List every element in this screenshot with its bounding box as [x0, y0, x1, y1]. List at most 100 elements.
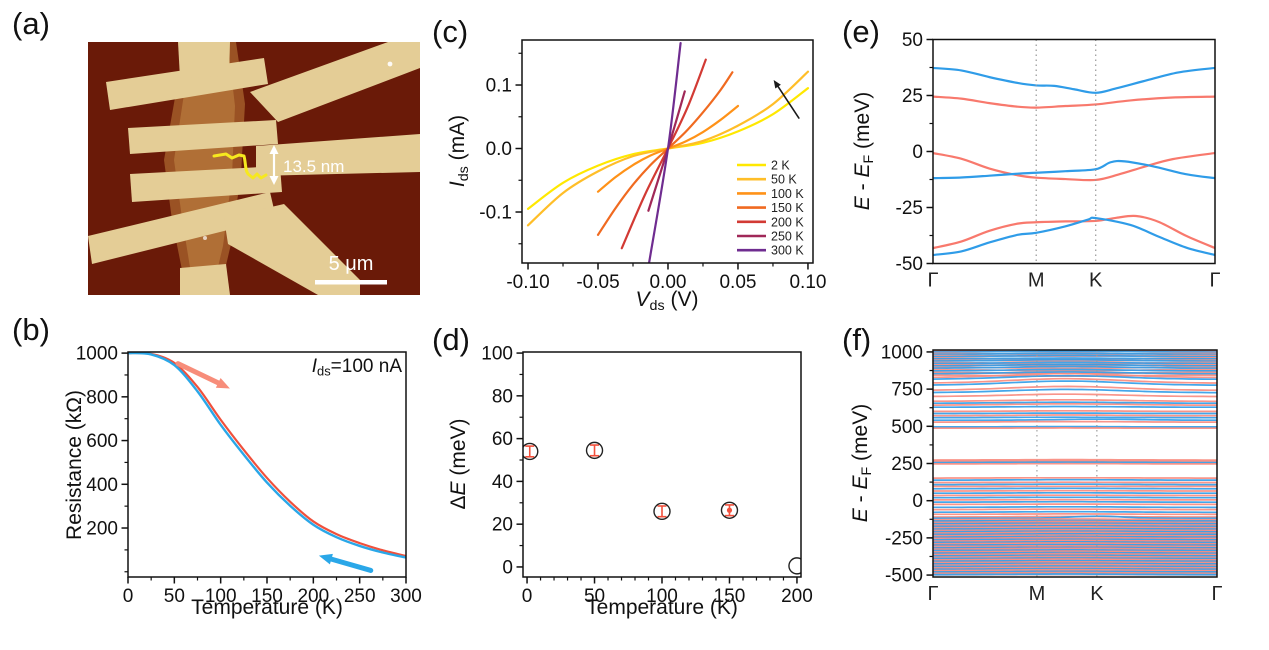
d-x-axis-title: Temperature (K) [586, 596, 738, 619]
height-annotation: 13.5 nm [283, 157, 344, 176]
band-line [933, 505, 1217, 509]
k-point-label: K [1089, 270, 1103, 292]
axis-box [932, 349, 1218, 578]
b-current-annotation: Ids=100 nA [246, 356, 402, 379]
band-line [933, 526, 1217, 529]
band-line [933, 563, 1217, 567]
k-point-label: Γ [927, 583, 938, 605]
y-tick-label: 0 [502, 557, 513, 578]
band-line [933, 523, 1217, 526]
band-line [933, 500, 1217, 504]
axis-box [127, 351, 407, 578]
band-line [933, 352, 1217, 356]
band-line [933, 350, 1217, 353]
band-line [933, 538, 1217, 541]
label-segment: ds [649, 297, 665, 314]
label-segment: E [849, 475, 873, 490]
band-line [933, 549, 1217, 552]
band-line [933, 555, 1217, 559]
y-tick-label: 40 [492, 472, 513, 493]
data-point-circle [720, 501, 739, 519]
band-line [933, 365, 1217, 370]
y-tick-label: -500 [885, 566, 923, 587]
band-line [933, 566, 1217, 569]
panel-b-label: (b) [12, 312, 50, 347]
band-line [933, 562, 1217, 565]
k-point-label: Γ [1209, 270, 1220, 292]
band-line [933, 573, 1217, 576]
band-line [933, 544, 1217, 548]
band-line [933, 405, 1217, 409]
band-line [933, 398, 1217, 403]
band-line [933, 513, 1217, 516]
band-line [933, 458, 1217, 461]
band-line [933, 527, 1217, 530]
label-segment: - [851, 177, 875, 197]
y-tick-label: 200 [86, 519, 118, 540]
y-tick-label: 80 [492, 386, 513, 407]
legend-label: 100 K [771, 187, 804, 201]
x-tick-label: 150 [714, 586, 746, 607]
x-tick-label: -0.05 [576, 272, 619, 293]
band-line [933, 372, 1217, 379]
series-band-blue-lower [933, 216, 1215, 257]
label-segment: I [311, 356, 318, 377]
y-tick-label: 1000 [76, 344, 118, 365]
panel-d-label: (d) [432, 322, 470, 357]
c-y-axis-title: Ids (mA) [446, 115, 472, 187]
label-segment: ds [317, 363, 331, 379]
axes: 0 50 100 150 200 0 20 40 60 80 100 [481, 344, 813, 607]
k-point-label: K [1090, 583, 1104, 605]
panel-b-plot: 0 50 100 150 200 250 300 200 400 600 800 1000 [76, 344, 422, 607]
x-tick-label: 50 [164, 586, 185, 607]
x-tick-label: 0.10 [789, 272, 826, 293]
height-profile-line [212, 152, 268, 180]
band-line [933, 541, 1217, 544]
band-line [933, 554, 1217, 557]
x-tick-label: 200 [297, 586, 329, 607]
band-line [933, 528, 1217, 532]
k-point-label: Γ [927, 270, 938, 292]
band-line [933, 416, 1217, 419]
panel-f-plot: -500 -250 0 250 500 750 1000 Γ M K Γ [881, 342, 1223, 605]
height-arrow [269, 145, 279, 185]
y-tick-label: -25 [896, 198, 923, 219]
x-tick-label: 100 [205, 586, 237, 607]
label-segment: E [447, 481, 470, 496]
band-line [933, 558, 1217, 561]
label-segment: - [849, 489, 873, 509]
y-tick-label: 600 [86, 431, 118, 452]
y-tick-label: 0.1 [486, 76, 512, 97]
label-segment: ds [455, 166, 472, 182]
band-line [933, 547, 1217, 551]
k-point-label: M [1028, 270, 1045, 292]
series-band-blue-upper [933, 66, 1215, 94]
electrode-top-stub [178, 42, 230, 78]
band-line [933, 542, 1217, 545]
band-line [933, 377, 1217, 384]
panel-e-label: (e) [842, 14, 880, 49]
data-point-center [726, 507, 733, 513]
scale-bar [315, 280, 387, 285]
f-y-axis-title: E - EF (meV) [849, 404, 875, 522]
plot-inner [933, 39, 1215, 264]
band-line [933, 531, 1217, 534]
band-line [933, 565, 1217, 568]
panel-c-label: (c) [432, 14, 469, 49]
band-line [933, 568, 1217, 572]
electrode-top-right-diagonal [250, 42, 420, 122]
band-line [933, 522, 1217, 525]
band-line [933, 546, 1217, 549]
e-y-axis-title: E - EF (meV) [851, 92, 877, 210]
label-segment: E [849, 508, 873, 523]
band-line [933, 368, 1217, 372]
scale-bar-label: 5 μm [329, 253, 374, 275]
band-line [933, 374, 1217, 381]
band-line [933, 567, 1217, 571]
label-segment: F [858, 466, 875, 476]
band-line [933, 551, 1217, 555]
c-x-axis-title: Vds (V) [636, 288, 699, 314]
x-tick-label: 0.05 [719, 272, 756, 293]
electrode-bottom-left-diagonal [88, 192, 276, 264]
